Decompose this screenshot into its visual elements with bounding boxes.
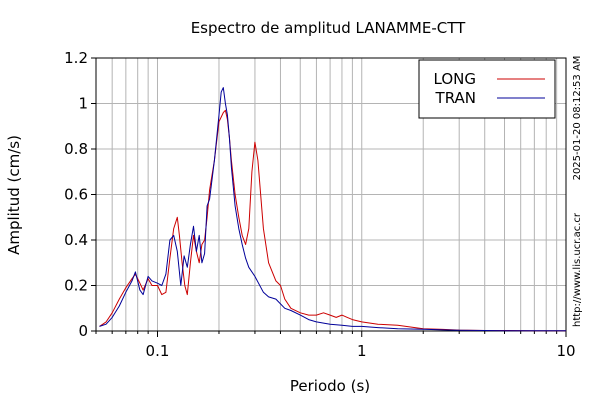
x-tick-label: 0.1 [146, 342, 170, 360]
y-tick-label: 0 [78, 322, 88, 340]
axis-ticks: 0 0.2 0.4 0.6 0.8 1 1.2 0.1 1 10 [64, 49, 575, 360]
legend-label-tran: TRAN [435, 89, 476, 107]
chart-title: Espectro de amplitud LANAMME-CTT [191, 19, 466, 37]
y-tick-label: 1 [78, 95, 88, 113]
y-axis-label: Amplitud (cm/s) [5, 135, 23, 255]
series-line-long [99, 109, 566, 332]
y-tick-label: 1.2 [64, 49, 88, 67]
grid-lines [96, 58, 566, 331]
y-tick-label: 0.2 [64, 277, 88, 295]
y-tick-label: 0.8 [64, 140, 88, 158]
y-tick-label: 0.6 [64, 186, 88, 204]
x-tick-label: 10 [556, 342, 575, 360]
series-lines [99, 87, 566, 332]
x-axis-label: Periodo (s) [290, 377, 370, 395]
y-tick-label: 0.4 [64, 231, 88, 249]
website-label: http://www.lis.ucr.ac.cr [572, 212, 583, 327]
legend-label-long: LONG [434, 70, 476, 88]
legend-box [418, 59, 556, 119]
series-line-tran [99, 87, 566, 332]
x-tick-label: 1 [357, 342, 367, 360]
timestamp-label: 2025-01-20 08:12:53 AM [572, 56, 583, 181]
